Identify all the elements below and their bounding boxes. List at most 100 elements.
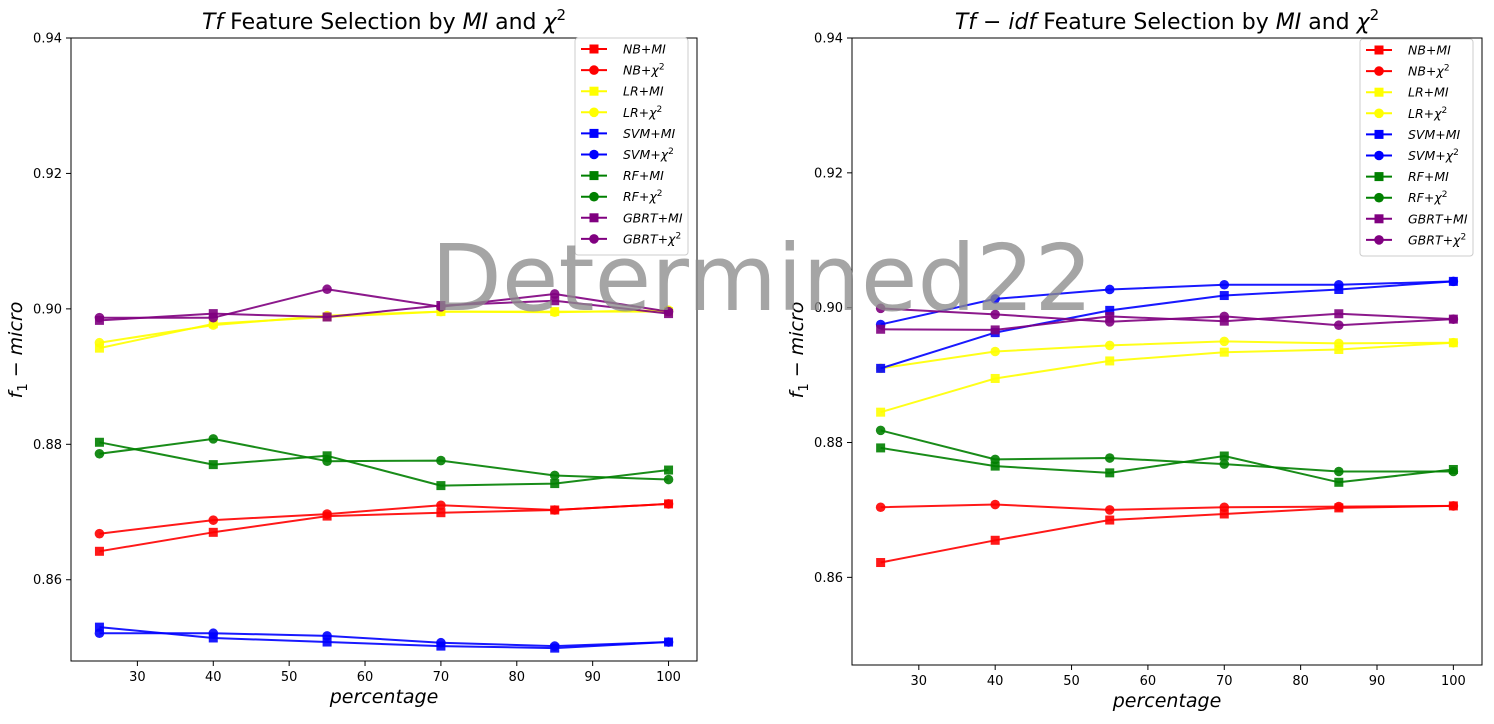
- legend-label-text: NB+χ: [1408, 64, 1444, 79]
- legend-box: [574, 37, 689, 256]
- data-point-circle: [990, 454, 1000, 465]
- data-point-circle: [1219, 459, 1230, 469]
- legend-marker-circle: [589, 149, 599, 160]
- legend-marker-circle: [1374, 66, 1384, 76]
- y-tick-label: 0.86: [33, 573, 62, 588]
- chart-title: Tf Feature Selection by MI and χ2: [202, 6, 566, 35]
- series-line: [880, 280, 1454, 326]
- series-line: [880, 446, 1454, 484]
- data-point-circle: [1448, 501, 1459, 511]
- data-point-circle: [436, 500, 446, 511]
- y-axis-label: f1 − micro: [786, 302, 812, 399]
- legend-label: GBRT+MI: [623, 210, 683, 225]
- x-tick-label: 70: [1216, 674, 1233, 689]
- data-point-circle: [663, 306, 674, 317]
- series-SVM+χ2: [94, 628, 674, 651]
- data-point-square: [876, 443, 886, 453]
- data-point-circle: [94, 312, 105, 323]
- title-part: MI: [463, 10, 488, 35]
- title-superscript: 2: [557, 6, 567, 24]
- x-tick-label: 50: [281, 670, 298, 685]
- y-label-main: f: [5, 388, 27, 398]
- data-point-circle: [549, 307, 560, 318]
- data-point-circle: [94, 528, 105, 539]
- legend-label-text: LR+χ: [623, 105, 657, 120]
- chart-title: Tf − idf Feature Selection by MI and χ2: [955, 6, 1379, 35]
- watermark-text: Determined22: [431, 225, 1093, 332]
- x-tick-label: 100: [1441, 674, 1466, 689]
- data-point-circle: [94, 337, 105, 348]
- legend-marker-square: [1374, 129, 1384, 139]
- data-point-square: [990, 535, 1000, 545]
- series-line: [880, 341, 1454, 414]
- legend-label-text: SVM+χ: [623, 147, 669, 162]
- data-point-square: [876, 407, 886, 417]
- data-point-square: [208, 460, 218, 470]
- legend-label: GBRT+χ2: [623, 231, 681, 246]
- axes-frame: [70, 37, 698, 662]
- legend: NB+MINB+χ2LR+MILR+χ2SVM+MISVM+χ2RF+MIRF+…: [574, 37, 689, 256]
- legend-label: RF+χ2: [1408, 190, 1447, 205]
- x-tick-label: 90: [584, 670, 601, 685]
- series-line: [880, 504, 1454, 564]
- legend-label: LR+MI: [1408, 85, 1449, 100]
- legend-marker-circle: [1374, 235, 1384, 245]
- data-point-circle: [875, 502, 886, 513]
- legend-label-text: LR+χ: [1408, 106, 1442, 121]
- data-point-square: [1334, 309, 1344, 319]
- data-point-circle: [436, 455, 446, 466]
- series-line: [880, 307, 1454, 327]
- x-tick-label: 40: [987, 674, 1004, 689]
- data-point-circle: [208, 628, 219, 639]
- series-line: [99, 288, 669, 319]
- data-point-circle: [1448, 314, 1459, 324]
- series-line: [99, 441, 669, 487]
- data-point-circle: [990, 346, 1000, 357]
- data-point-circle: [1104, 505, 1115, 515]
- data-point-circle: [1219, 279, 1230, 290]
- title-part: χ: [1356, 10, 1371, 35]
- legend-marker-square: [1374, 45, 1384, 55]
- legend-marker-circle: [589, 107, 599, 118]
- data-point-square: [322, 637, 332, 647]
- y-tick-label: 0.88: [814, 436, 843, 451]
- data-point-square: [664, 465, 674, 475]
- series-line: [880, 503, 1454, 511]
- series-line: [99, 437, 669, 481]
- y-tick-label: 0.90: [33, 302, 62, 317]
- legend-marker-circle: [1374, 108, 1384, 119]
- x-tick-label: 80: [509, 670, 526, 685]
- data-point-circle: [208, 312, 219, 323]
- series-SVM+χ2: [875, 276, 1459, 330]
- data-point-circle: [1104, 284, 1115, 295]
- data-point-square: [208, 527, 218, 537]
- legend-marker-circle: [589, 234, 599, 244]
- x-tick-label: 80: [1292, 674, 1309, 689]
- data-point-square: [990, 325, 1000, 335]
- data-point-circle: [549, 470, 560, 481]
- legend-marker-square: [589, 171, 599, 181]
- data-point-square: [436, 481, 446, 491]
- data-point-circle: [1448, 276, 1459, 287]
- y-tick-label: 0.94: [33, 32, 62, 47]
- data-point-circle: [1104, 317, 1115, 327]
- series-line: [99, 626, 669, 650]
- data-point-square: [94, 343, 104, 353]
- series-RF+MI: [94, 437, 674, 491]
- data-point-circle: [990, 309, 1000, 320]
- data-point-square: [1105, 356, 1115, 366]
- legend: NB+MINB+χ2LR+MILR+χ2SVM+MISVM+χ2RF+MIRF+…: [1359, 38, 1474, 257]
- data-point-square: [550, 479, 560, 489]
- data-point-circle: [1104, 340, 1115, 351]
- data-point-circle: [1448, 337, 1459, 348]
- x-tick-label: 50: [1063, 674, 1080, 689]
- y-tick-label: 0.94: [814, 32, 843, 47]
- title-part: and: [1301, 10, 1356, 35]
- legend-marker-square: [1374, 172, 1384, 182]
- legend-label: SVM+MI: [1408, 127, 1461, 142]
- data-point-circle: [208, 320, 219, 330]
- data-point-circle: [322, 631, 332, 641]
- data-point-circle: [1334, 501, 1344, 512]
- x-axis-label: percentage: [329, 686, 439, 708]
- legend-label-text: GBRT+χ: [623, 231, 676, 246]
